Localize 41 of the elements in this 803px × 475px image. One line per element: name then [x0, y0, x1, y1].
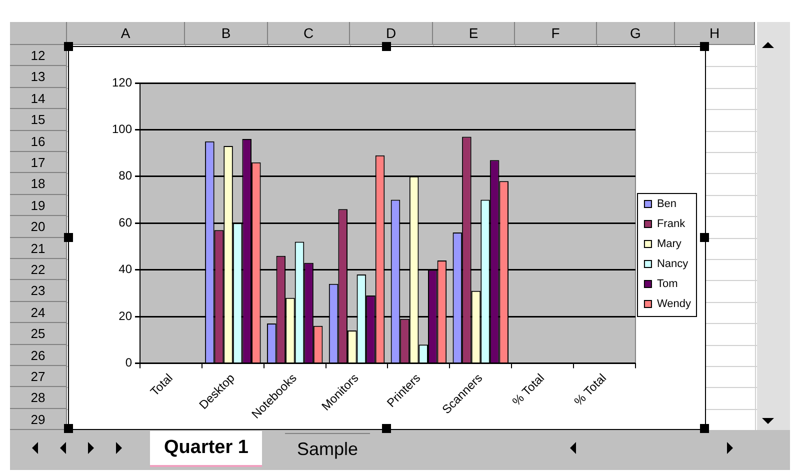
text: 18 [10, 173, 67, 195]
y-tick-label: 0 [125, 356, 132, 370]
y-tick-label: 80 [118, 168, 132, 183]
legend-label: Wendy [656, 298, 692, 310]
text: Quarter 1 [150, 431, 262, 467]
text: 20 [10, 216, 67, 238]
text: 21 [10, 238, 67, 259]
text: 16 [10, 130, 67, 152]
y-tick-label: 100 [112, 122, 132, 136]
text: 29 [10, 408, 67, 430]
text: G [597, 22, 675, 45]
text: F [515, 22, 597, 45]
legend-label: Nancy [656, 258, 689, 270]
text: 14 [10, 88, 67, 110]
legend-label: Frank [656, 218, 686, 230]
text: C [268, 22, 350, 45]
text: 26 [10, 344, 67, 366]
text: E [433, 22, 515, 45]
text: Sample [285, 433, 370, 464]
legend-label: Ben [656, 198, 677, 210]
text: 27 [10, 366, 67, 388]
text: 24 [10, 302, 67, 324]
legend-label: Mary [656, 238, 682, 250]
text: 13 [10, 66, 67, 88]
text: 28 [10, 387, 67, 409]
text: D [350, 22, 433, 45]
y-tick-label: 60 [118, 215, 132, 230]
text: B [185, 22, 268, 45]
text: A [67, 22, 185, 45]
y-tick-label: 40 [118, 262, 132, 276]
y-tick-label: 120 [112, 75, 132, 90]
text: 22 [10, 259, 67, 280]
text: 23 [10, 280, 67, 302]
text: 25 [10, 323, 67, 345]
y-tick-label: 20 [118, 308, 132, 323]
text: 12 [10, 45, 67, 66]
text: H [675, 22, 755, 45]
legend-label: Tom [656, 278, 678, 290]
text: 17 [10, 152, 67, 174]
text: 15 [10, 109, 67, 131]
text: 19 [10, 194, 67, 216]
